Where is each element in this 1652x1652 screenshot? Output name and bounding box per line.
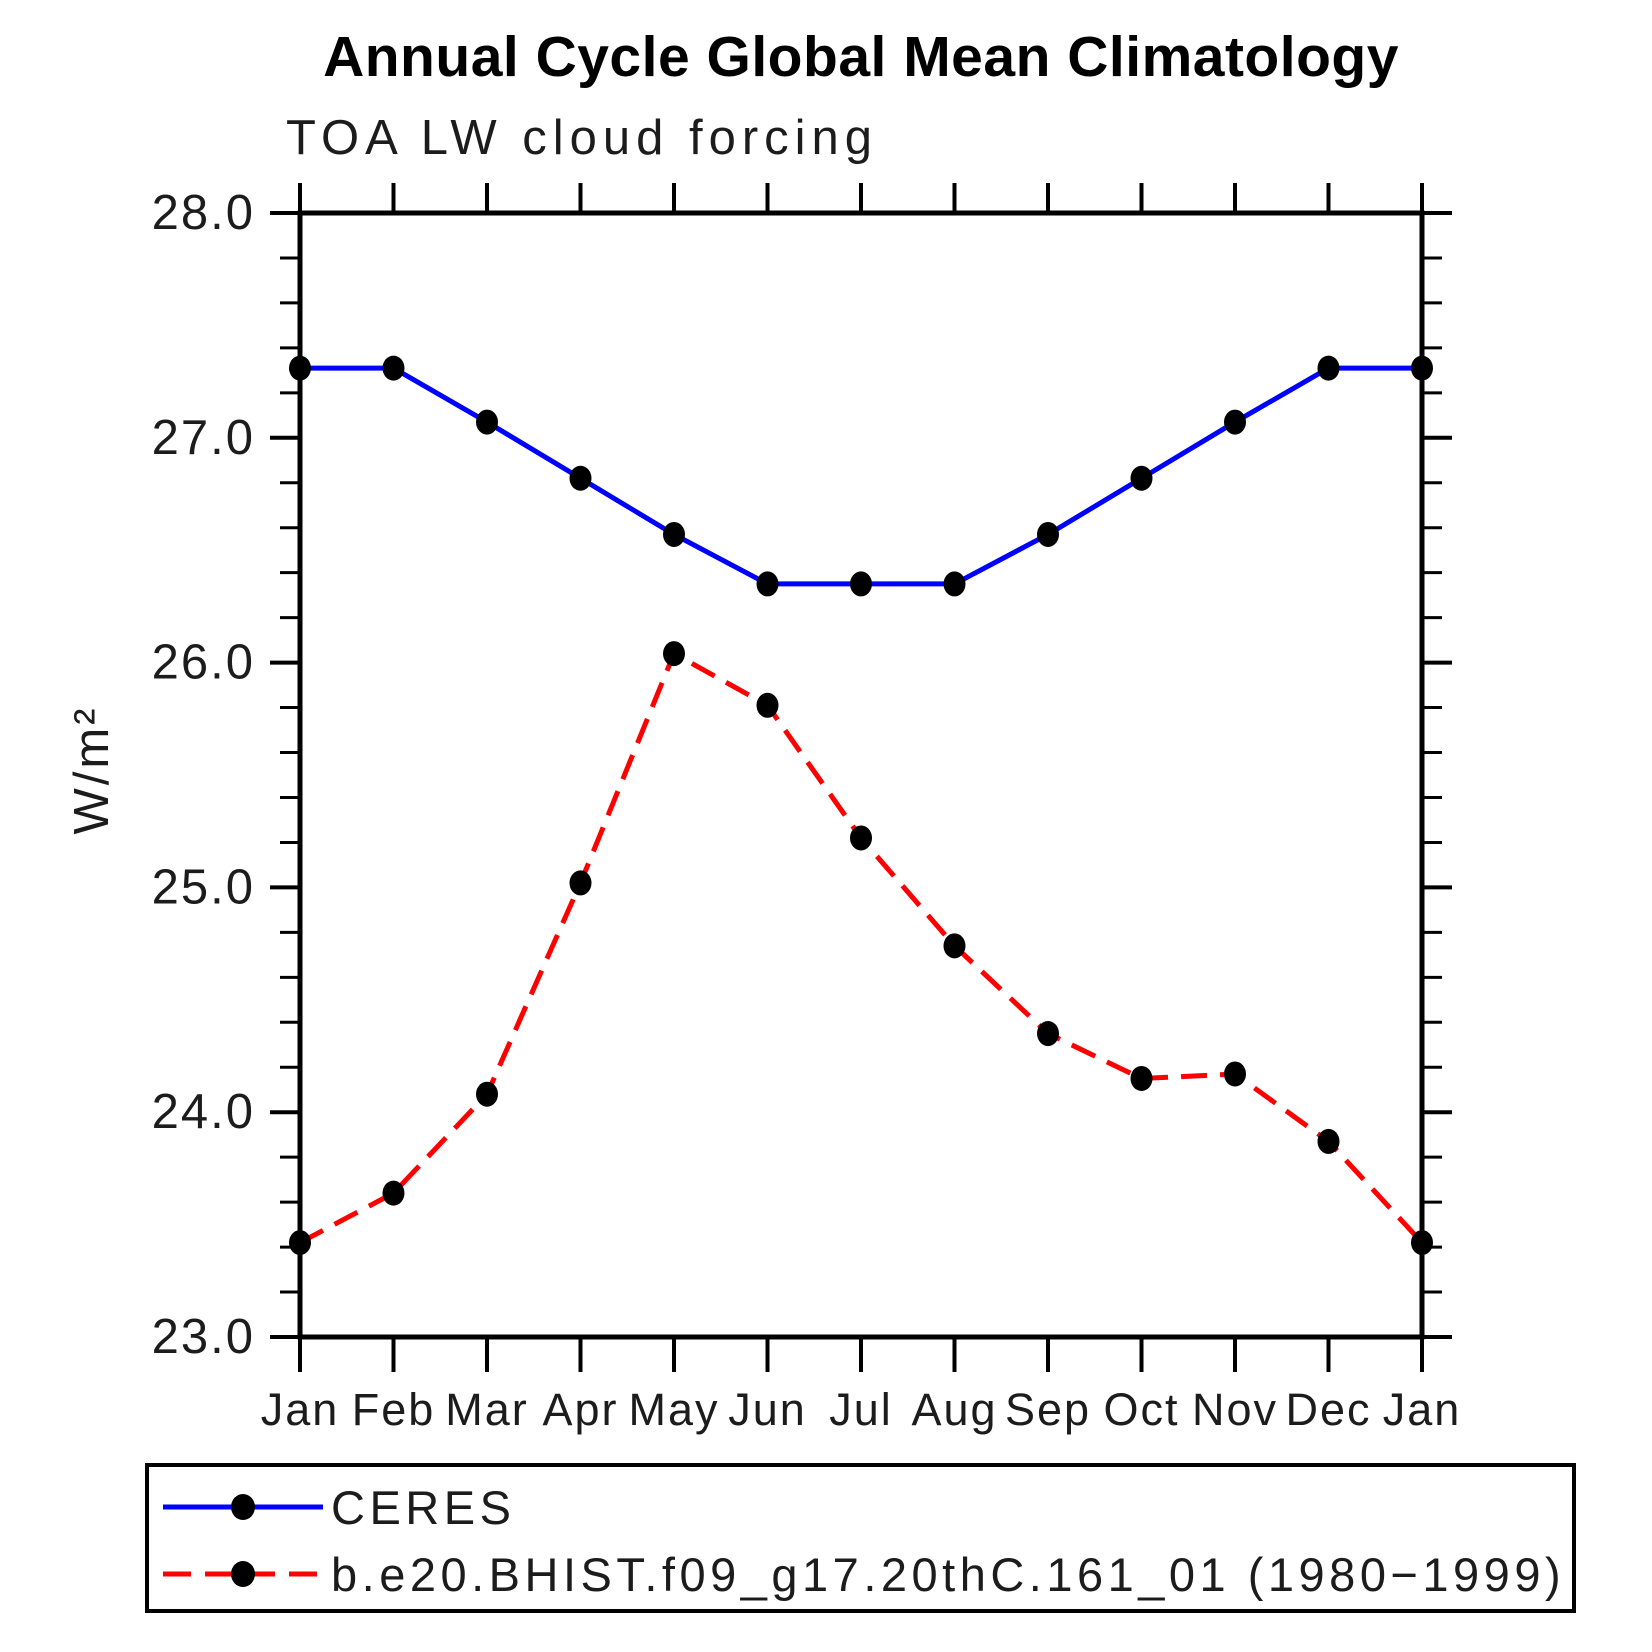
data-point-model-2-mar	[476, 1081, 498, 1107]
data-point-model-6-jul	[850, 825, 872, 851]
x-tick-label: Dec	[1285, 1384, 1371, 1435]
y-tick-label: 26.0	[152, 636, 255, 690]
x-tick-label: Nov	[1192, 1384, 1278, 1435]
data-point-ceres-12-jan	[1411, 355, 1433, 381]
legend-sample-model	[163, 1561, 323, 1587]
x-tick-label: May	[628, 1384, 719, 1435]
x-tick-label: Mar	[445, 1384, 529, 1435]
x-tick-label: Sep	[1005, 1384, 1091, 1435]
x-tick-label: Jan	[1383, 1384, 1462, 1435]
data-point-model-11-dec	[1317, 1128, 1340, 1154]
legend-label-ceres: CERES	[331, 1480, 516, 1534]
data-point-ceres-1-feb	[382, 355, 405, 381]
data-point-ceres-6-jul	[850, 571, 872, 597]
legend-entry-model: b.e20.BHIST.f09_g17.20thC.161_01 (1980−1…	[157, 1547, 1566, 1601]
series-line-ceres	[300, 365, 1422, 587]
data-point-ceres-10-nov	[1224, 409, 1246, 435]
data-point-model-12-jan	[1411, 1230, 1433, 1256]
series-line-model	[298, 650, 1424, 1245]
legend-box: CERES b.e20.BHIST.f09_g17.20thC.161_01 (…	[145, 1463, 1576, 1613]
data-point-ceres-4-may	[663, 521, 685, 547]
x-tick-label: Apr	[542, 1384, 618, 1435]
data-point-ceres-5-jun	[756, 571, 779, 597]
axis-ticks	[270, 183, 1452, 1372]
data-point-model-1-feb	[382, 1180, 405, 1206]
x-tick-label: Feb	[352, 1384, 436, 1435]
data-point-model-9-oct	[1130, 1065, 1153, 1091]
data-point-ceres-11-dec	[1317, 355, 1340, 381]
legend-sample-ceres	[163, 1494, 323, 1520]
x-tick-label: Oct	[1103, 1384, 1179, 1435]
legend-entry-ceres: CERES	[157, 1480, 516, 1534]
data-point-ceres-3-apr	[569, 465, 592, 491]
x-tick-label: Jun	[728, 1384, 807, 1435]
plot-frame	[297, 210, 1425, 1340]
y-tick-label: 25.0	[152, 860, 255, 914]
data-point-ceres-0-jan	[289, 355, 311, 381]
legend-label-model: b.e20.BHIST.f09_g17.20thC.161_01 (1980−1…	[331, 1547, 1566, 1601]
data-point-model-4-may	[663, 641, 685, 667]
data-point-ceres-9-oct	[1130, 465, 1153, 491]
data-point-model-7-aug	[943, 933, 966, 959]
data-point-ceres-7-aug	[943, 571, 966, 597]
y-tick-label: 24.0	[152, 1085, 255, 1139]
legend-marker-ceres	[231, 1494, 255, 1520]
data-point-model-3-apr	[569, 870, 592, 896]
data-point-ceres-2-mar	[476, 409, 498, 435]
chart-title: Annual Cycle Global Mean Climatology	[323, 25, 1399, 89]
legend-marker-model	[231, 1561, 255, 1587]
data-point-ceres-8-sep	[1037, 521, 1059, 547]
data-point-model-0-jan	[289, 1230, 311, 1256]
data-point-model-5-jun	[756, 692, 779, 718]
y-tick-label: 27.0	[152, 411, 255, 465]
x-tick-label: Jul	[829, 1384, 893, 1435]
y-tick-label: 23.0	[152, 1310, 255, 1364]
y-tick-label: 28.0	[152, 186, 255, 240]
chart-subtitle: TOA LW cloud forcing	[286, 111, 879, 165]
x-tick-label: Jan	[261, 1384, 340, 1435]
x-tick-label: Aug	[911, 1384, 997, 1435]
data-point-model-8-sep	[1037, 1021, 1059, 1047]
data-point-model-10-nov	[1224, 1061, 1246, 1087]
